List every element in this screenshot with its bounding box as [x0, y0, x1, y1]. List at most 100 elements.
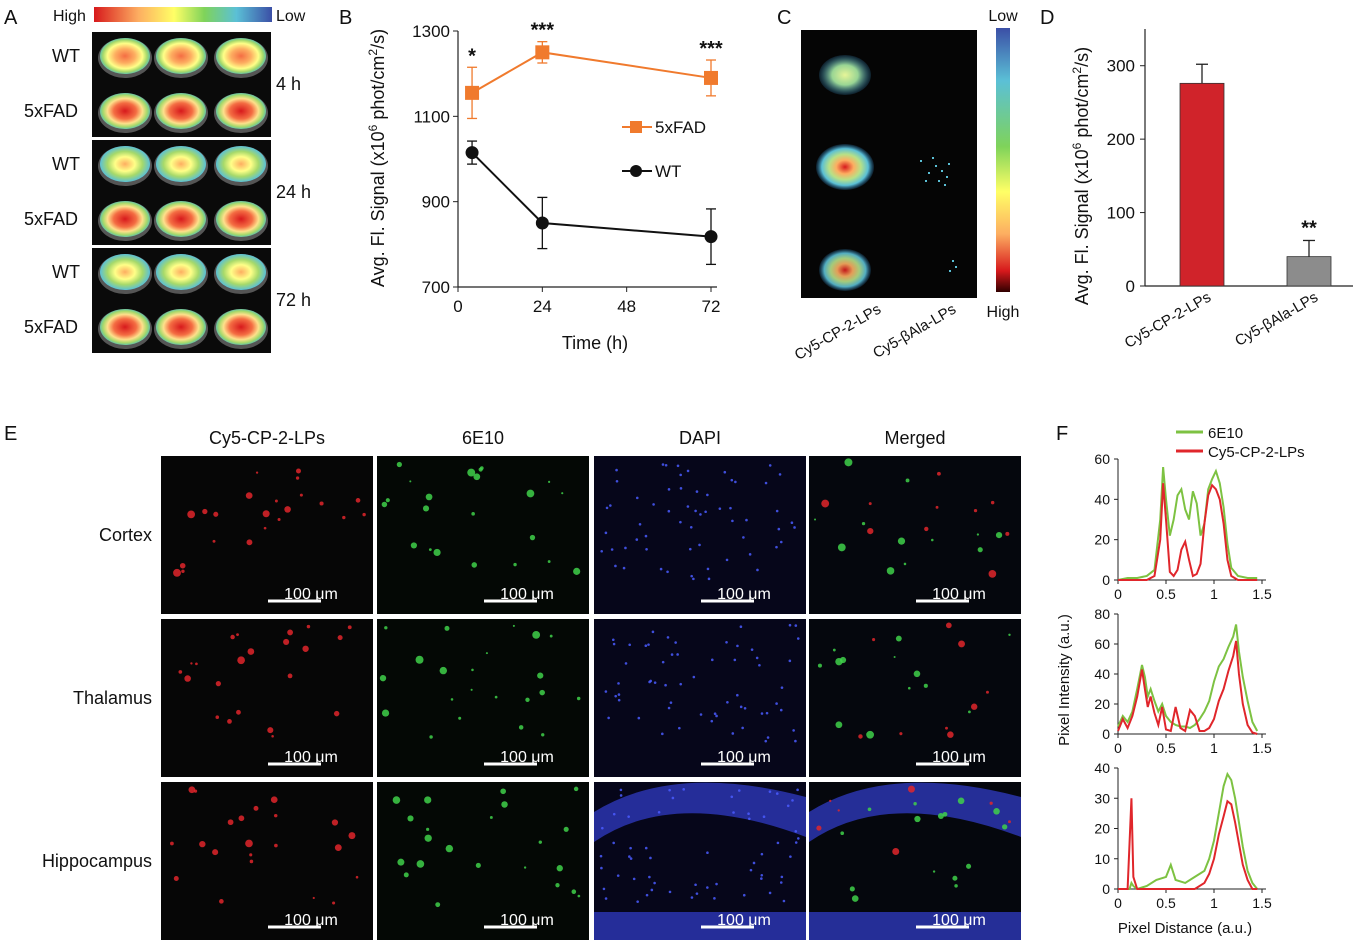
panel-e-fluorescent-spot [957, 797, 965, 805]
panel-e-fluorescent-spot [668, 788, 671, 792]
panel-e-fluorescent-spot [764, 481, 768, 485]
panel-e-fluorescent-spot [661, 732, 664, 736]
panel-e-fluorescent-spot [277, 517, 281, 522]
panel-e-fluorescent-spot [392, 796, 401, 804]
panel-e-fluorescent-spot [489, 816, 493, 819]
panel-e-fluorescent-spot [791, 799, 794, 802]
panel-e-fluorescent-spot [651, 630, 655, 634]
panel-e-fluorescent-spot [236, 709, 241, 715]
panel-e-fluorescent-spot [650, 888, 654, 892]
panel-e-fluorescent-spot [541, 733, 545, 737]
panel-e-fluorescent-spot [518, 725, 524, 730]
panel-e-fluorescent-spot [851, 895, 859, 902]
panel-a-brain-signal [156, 309, 206, 345]
panel-e-fluorescent-spot [170, 841, 174, 846]
panel-letter-a: A [4, 7, 18, 29]
panel-e-fluorescent-spot [816, 825, 822, 831]
panel-a-timepoint-label: 24 h [276, 182, 311, 202]
panel-f-profile-line [1117, 466, 1258, 581]
panel-e-fluorescent-spot [913, 802, 917, 806]
panel-e-fluorescent-spot [632, 877, 636, 881]
panel-e-fluorescent-spot [829, 799, 832, 803]
panel-a-brain-signal [100, 201, 150, 237]
panel-f-x-tick-label: 0 [1114, 895, 1122, 911]
panel-c-brain-spot [816, 144, 874, 190]
panel-e-fluorescent-spot [659, 567, 663, 571]
panel-e-fluorescent-spot [245, 839, 253, 848]
panel-e-fluorescent-spot [730, 478, 734, 482]
panel-e-fluorescent-spot [433, 548, 441, 557]
panel-e-fluorescent-spot [604, 690, 608, 693]
panel-e-fluorescent-spot [790, 521, 794, 525]
panel-e-fluorescent-spot [178, 670, 183, 674]
panel-c-signal-speck [935, 165, 937, 167]
panel-e-fluorescent-spot [219, 899, 224, 904]
panel-e-fluorescent-spot [444, 625, 450, 631]
panel-e-fluorescent-spot [612, 841, 615, 845]
panel-e-fluorescent-spot [648, 680, 651, 684]
panel-b-data-point [535, 216, 549, 230]
panel-e-fluorescent-spot [193, 789, 198, 793]
panel-e-fluorescent-spot [736, 644, 739, 648]
panel-e-fluorescent-spot [669, 701, 673, 704]
panel-c-signal-speck [932, 157, 934, 159]
panel-e-fluorescent-spot [666, 636, 670, 639]
panel-f-y-tick-label: 60 [1094, 636, 1110, 652]
panel-e-fluorescent-spot [905, 478, 910, 483]
panel-e-column-header: 6E10 [462, 428, 504, 448]
panel-e-fluorescent-spot [645, 893, 649, 897]
panel-e-fluorescent-spot [707, 577, 711, 581]
panel-c-signal-speck [941, 170, 943, 172]
panel-e-fluorescent-spot [255, 471, 259, 474]
panel-e-fluorescent-spot [607, 716, 610, 720]
panel-e-fluorescent-spot [270, 796, 278, 804]
panel-e-fluorescent-spot [478, 467, 483, 472]
panel-e-fluorescent-spot [381, 501, 388, 508]
panel-c-signal-speck [925, 180, 927, 182]
panel-f-profile-line [1117, 640, 1258, 735]
panel-e-fluorescent-spot [779, 708, 783, 712]
panel-e-fluorescent-spot [886, 567, 895, 575]
panel-e-fluorescent-spot [470, 688, 473, 691]
panel-e-fluorescent-spot [445, 844, 454, 853]
panel-e-fluorescent-spot [612, 642, 616, 646]
panel-e-fluorescent-spot [935, 505, 939, 509]
panel-letter-e: E [4, 423, 17, 445]
panel-e-fluorescent-spot [698, 543, 701, 547]
panel-e-fluorescent-spot [777, 527, 781, 531]
panel-e-fluorescent-spot [817, 663, 822, 668]
panel-e-scale-bar-label: 100 μm [717, 586, 771, 603]
panel-d-category-label: Cy5-CP-2-LPs [1122, 289, 1214, 352]
panel-e-fluorescent-spot [797, 837, 800, 840]
panel-e-fluorescent-spot [977, 547, 983, 553]
panel-e-fluorescent-spot [937, 471, 941, 476]
panel-e-fluorescent-spot [839, 656, 847, 664]
panel-e-fluorescent-spot [485, 652, 488, 655]
panel-e-fluorescent-spot [573, 786, 579, 792]
panel-a-brain-signal [100, 254, 150, 290]
panel-e-fluorescent-spot [212, 539, 216, 543]
panel-c-weak-signal-specks [920, 157, 957, 272]
panel-a-brain-signal [100, 38, 150, 74]
panel-e-fluorescent-spot [743, 706, 747, 710]
panel-e-fluorescent-spot [173, 568, 181, 577]
panel-e-fluorescent-spot [636, 900, 639, 903]
panel-f-profile-line [1117, 624, 1259, 732]
panel-a-scale-high-label: High [53, 8, 86, 25]
panel-e-fluorescent-spot [253, 805, 259, 811]
panel-e-fluorescent-spot [202, 508, 208, 515]
panel-e-fluorescent-spot [500, 788, 506, 795]
panel-e-fluorescent-spot [617, 698, 621, 702]
panel-e-fluorescent-spot [679, 487, 683, 490]
panel-a-brain-signal [216, 146, 266, 182]
panel-e-fluorescent-spot [676, 464, 680, 468]
panel-e-fluorescent-spot [199, 840, 206, 848]
panel-e-fluorescent-spot [756, 568, 759, 572]
panel-e-fluorescent-spot [726, 700, 729, 704]
panel-e-fluorescent-spot [690, 574, 693, 578]
panel-b-data-point [704, 230, 718, 244]
panel-letter-f: F [1056, 423, 1068, 445]
panel-e-fluorescent-spot [664, 683, 667, 687]
panel-e-fluorescent-spot [988, 570, 997, 578]
